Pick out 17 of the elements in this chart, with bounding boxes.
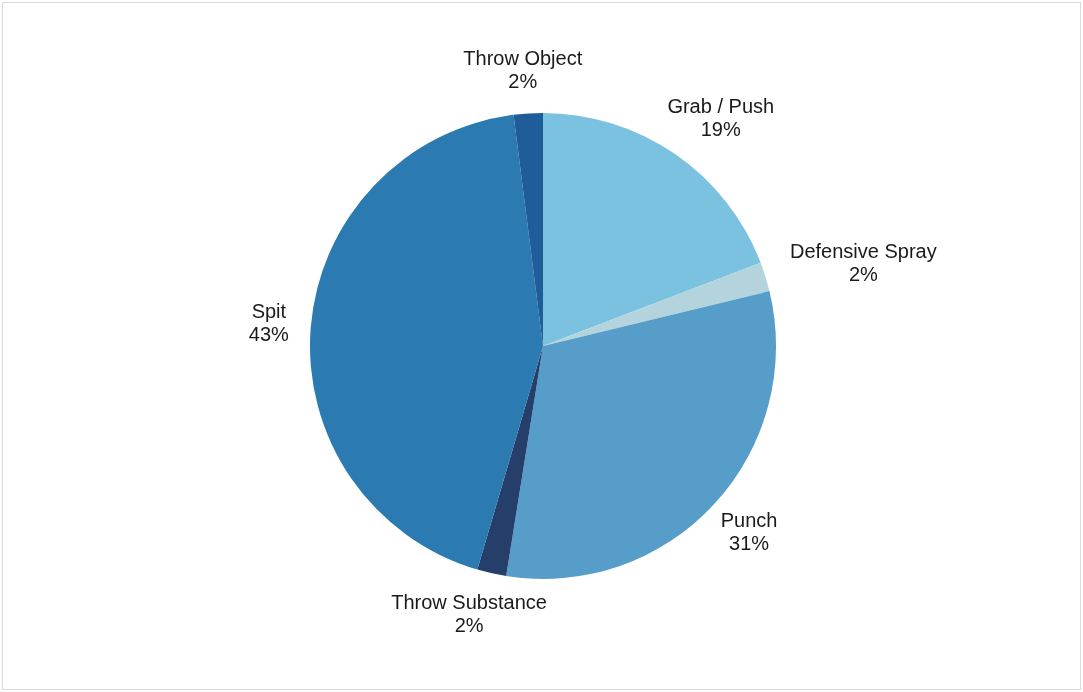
slice-label: Punch <box>720 509 778 532</box>
slice-label: Throw Substance <box>391 591 547 614</box>
data-label: 19% <box>700 117 741 140</box>
data-label: 2% <box>848 263 879 286</box>
slice-label: Spit <box>251 300 287 323</box>
slice-label: Defensive Spray <box>789 240 937 263</box>
pie-slice <box>506 291 776 579</box>
slice-label: Grab / Push <box>667 94 775 117</box>
data-label: 2% <box>508 69 538 92</box>
pie-slice <box>310 114 543 570</box>
data-label: 31% <box>729 532 770 555</box>
pie-slice <box>543 113 761 346</box>
data-label: 43% <box>248 323 290 346</box>
pie-slice <box>477 346 543 577</box>
data-label: 2% <box>454 614 484 637</box>
pie-slice <box>543 262 770 346</box>
slice-label: Throw Object <box>463 46 583 69</box>
